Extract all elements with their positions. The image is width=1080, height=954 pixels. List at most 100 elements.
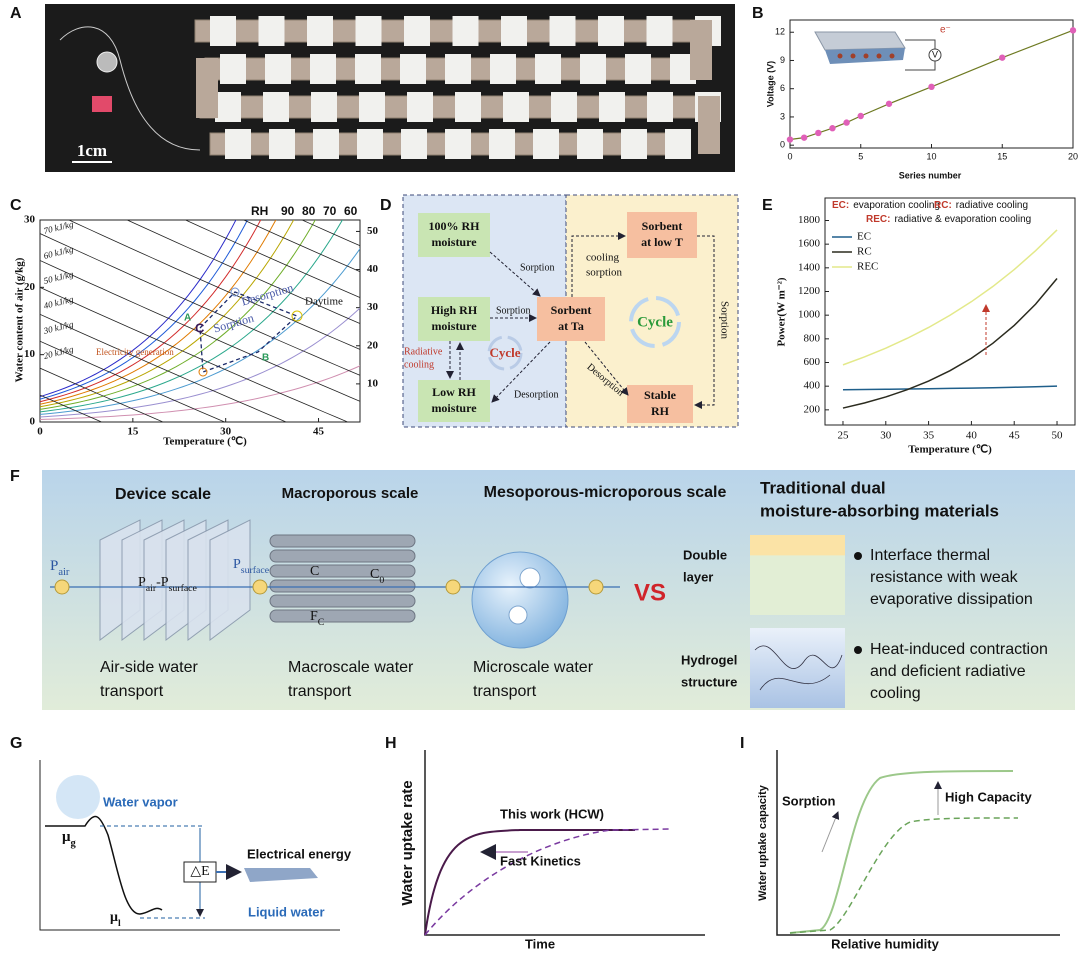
annotation: A xyxy=(184,313,191,324)
scale-title: moisture-absorbing materials xyxy=(760,501,999,520)
rh-curve xyxy=(40,365,360,420)
arrow-label: cooling xyxy=(586,252,619,264)
film-square xyxy=(452,16,479,46)
note: EC: evaporation cooling xyxy=(832,200,940,211)
material-text: and deficient radiative xyxy=(870,663,1026,680)
enthalpy-line xyxy=(184,220,360,299)
panel-label: D xyxy=(380,197,392,214)
symbol-part: F xyxy=(310,609,318,624)
film-square xyxy=(401,129,427,159)
symbol-part: 0 xyxy=(379,575,384,586)
symbol-part: μ xyxy=(62,829,71,845)
film-square xyxy=(310,54,336,84)
film-square xyxy=(225,129,251,159)
symbol-part: surface xyxy=(169,583,198,594)
hydrogel xyxy=(750,628,845,708)
delta-label: △E xyxy=(190,864,209,879)
panel-label: A xyxy=(10,5,22,22)
film-square xyxy=(355,16,382,46)
panel-label: H xyxy=(385,735,397,752)
annotation: Daytime xyxy=(305,296,343,308)
symbol: Pair xyxy=(50,558,70,577)
pore xyxy=(508,605,528,625)
symbol-part: μ xyxy=(110,910,118,925)
rh-title: RH xyxy=(251,204,268,218)
node xyxy=(54,579,70,595)
symbol-part: P xyxy=(50,558,58,574)
x-tick-label: 0 xyxy=(787,151,792,161)
panel-label: B xyxy=(752,5,764,22)
cycle-label: Cycle xyxy=(637,314,673,330)
box-label: at Ta xyxy=(558,319,584,333)
film-square xyxy=(577,129,603,159)
label: Fast Kinetics xyxy=(500,853,581,868)
box-label: Stable xyxy=(644,388,677,402)
film-square xyxy=(445,54,471,84)
arrow xyxy=(491,341,551,403)
data-point xyxy=(857,112,864,120)
symbol-part: l xyxy=(118,918,121,929)
x-axis-label: Temperature (℃) xyxy=(908,444,992,456)
material-label: structure xyxy=(681,674,737,689)
film-square xyxy=(265,54,291,84)
material-text: cooling xyxy=(870,685,921,702)
enthalpy-label: 40 kJ/kg xyxy=(43,294,75,311)
inset-device xyxy=(814,31,906,51)
box-label: Low RH xyxy=(432,385,476,399)
macro-tube xyxy=(269,579,416,593)
y-tick-label: 20 xyxy=(24,281,36,293)
film-square xyxy=(215,92,241,122)
state-box xyxy=(627,385,693,423)
film-square xyxy=(263,92,289,122)
film-square xyxy=(535,54,561,84)
arrow xyxy=(571,232,626,297)
film-square xyxy=(621,129,647,159)
y-tick-label: 200 xyxy=(804,403,821,415)
symbol: Psurface xyxy=(233,557,270,576)
material-text: evaporative dissipation xyxy=(870,591,1033,608)
enthalpy-line xyxy=(40,367,165,422)
y-tick-label: 12 xyxy=(775,27,785,37)
y-tick-label: 400 xyxy=(804,380,821,392)
x-tick-label: 0 xyxy=(37,426,43,438)
legend-label: RC xyxy=(857,246,872,258)
y-axis-label: Water content of air (g/kg) xyxy=(14,257,26,382)
macro-tube xyxy=(269,564,416,578)
box-label: at low T xyxy=(641,235,683,249)
energy-curve xyxy=(45,815,163,915)
state-box xyxy=(418,380,490,422)
enthalpy-line xyxy=(242,220,360,273)
vapor-bubble xyxy=(56,775,100,819)
bullet xyxy=(854,646,862,654)
y-tick-label: 0 xyxy=(30,416,36,428)
y-tick-label: 10 xyxy=(24,348,36,360)
y-tick-label: 30 xyxy=(24,214,36,226)
material-text: Interface thermal xyxy=(870,547,990,564)
annotation: B xyxy=(262,353,269,364)
x-tick-label: 50 xyxy=(1052,430,1064,442)
y-tick-label: 3 xyxy=(780,111,785,121)
y2-tick-label: 20 xyxy=(367,339,379,351)
panel-label: G xyxy=(10,735,22,752)
meter xyxy=(928,48,942,62)
arrow xyxy=(584,341,629,396)
film-square xyxy=(307,16,333,46)
electron-label: e⁻ xyxy=(940,25,951,36)
label: High Capacity xyxy=(945,789,1032,804)
x-axis-label: Time xyxy=(525,936,555,951)
film-square xyxy=(665,129,691,159)
y-tick-label: 600 xyxy=(804,356,821,368)
state xyxy=(291,310,303,322)
box-label: RH xyxy=(651,404,670,418)
data-point xyxy=(829,125,836,132)
film-square xyxy=(549,16,576,46)
film-square xyxy=(503,92,529,122)
y-tick-label: 1600 xyxy=(798,238,821,250)
ion xyxy=(850,53,856,59)
double-layer xyxy=(750,535,845,615)
box-label: moisture xyxy=(431,235,477,249)
data-point xyxy=(1069,27,1077,34)
box-label: moisture xyxy=(431,319,477,333)
vs: VS xyxy=(634,579,666,606)
